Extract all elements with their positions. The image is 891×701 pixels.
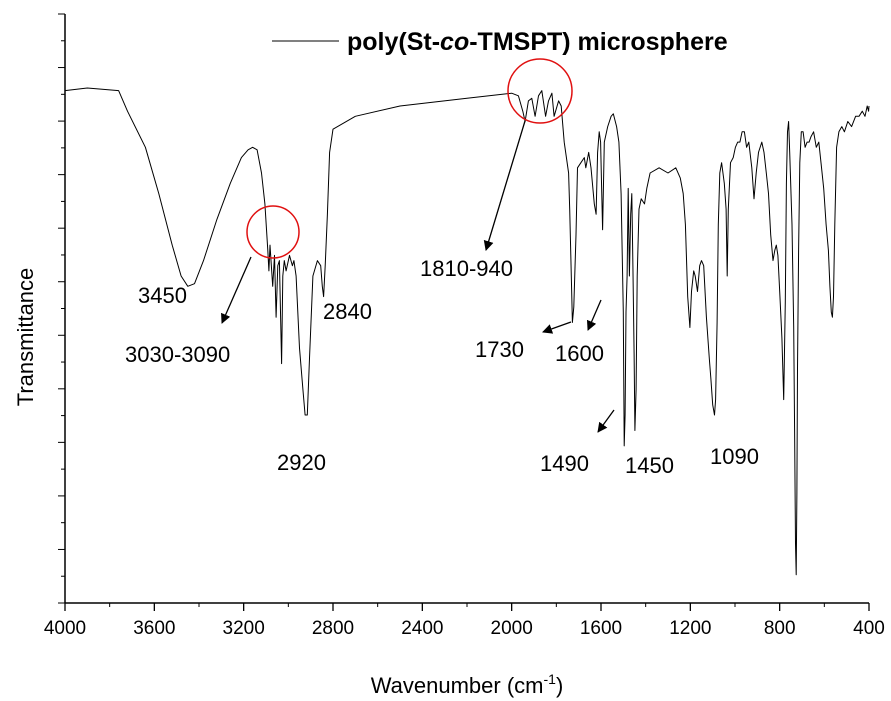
legend: poly(St-co-TMSPT) microsphere bbox=[272, 28, 728, 56]
arrow-1600 bbox=[586, 299, 602, 331]
highlight-circle-1810-940 bbox=[507, 58, 573, 124]
peak-label-1730: 1730 bbox=[475, 337, 524, 362]
x-tick-label: 3200 bbox=[223, 618, 265, 639]
peak-label-1090: 1090 bbox=[710, 444, 759, 469]
arrow-1730 bbox=[542, 321, 572, 334]
peak-label-3030-3090: 3030-3090 bbox=[125, 342, 230, 367]
x-tick-label: 2400 bbox=[401, 618, 443, 639]
arrow-3030-3090 bbox=[221, 256, 252, 324]
peak-label-1810-940: 1810-940 bbox=[420, 256, 513, 281]
x-axis-ticks: 4000 3600 3200 2800 2400 2000 1600 1200 800 400 bbox=[44, 603, 885, 639]
x-tick-label: 4000 bbox=[44, 618, 86, 639]
legend-label: poly(St-co-TMSPT) microsphere bbox=[347, 28, 728, 56]
x-axis-title: Wavenumber (cm-1) bbox=[371, 671, 564, 698]
x-tick-label: 3600 bbox=[133, 618, 175, 639]
x-tick-label: 1600 bbox=[580, 618, 622, 639]
x-tick-label: 2800 bbox=[312, 618, 354, 639]
x-tick-label: 1200 bbox=[669, 618, 711, 639]
x-tick-label: 800 bbox=[764, 618, 796, 639]
peak-label-1450: 1450 bbox=[625, 453, 674, 478]
x-tick-label: 2000 bbox=[491, 618, 533, 639]
peak-label-2920: 2920 bbox=[277, 450, 326, 475]
peak-label-1600: 1600 bbox=[555, 341, 604, 366]
peak-label-3450: 3450 bbox=[138, 283, 187, 308]
peak-label-1490: 1490 bbox=[540, 451, 589, 476]
arrow-1490 bbox=[597, 409, 615, 433]
x-tick-label: 400 bbox=[853, 618, 885, 639]
highlight-circle-3030-3090 bbox=[246, 205, 300, 259]
peak-label-2840: 2840 bbox=[323, 299, 372, 324]
arrow-1810-940 bbox=[483, 120, 526, 251]
y-axis-title: Transmittance bbox=[13, 268, 38, 407]
spectrum-series-line bbox=[64, 87, 870, 576]
y-axis-ticks bbox=[58, 13, 65, 604]
